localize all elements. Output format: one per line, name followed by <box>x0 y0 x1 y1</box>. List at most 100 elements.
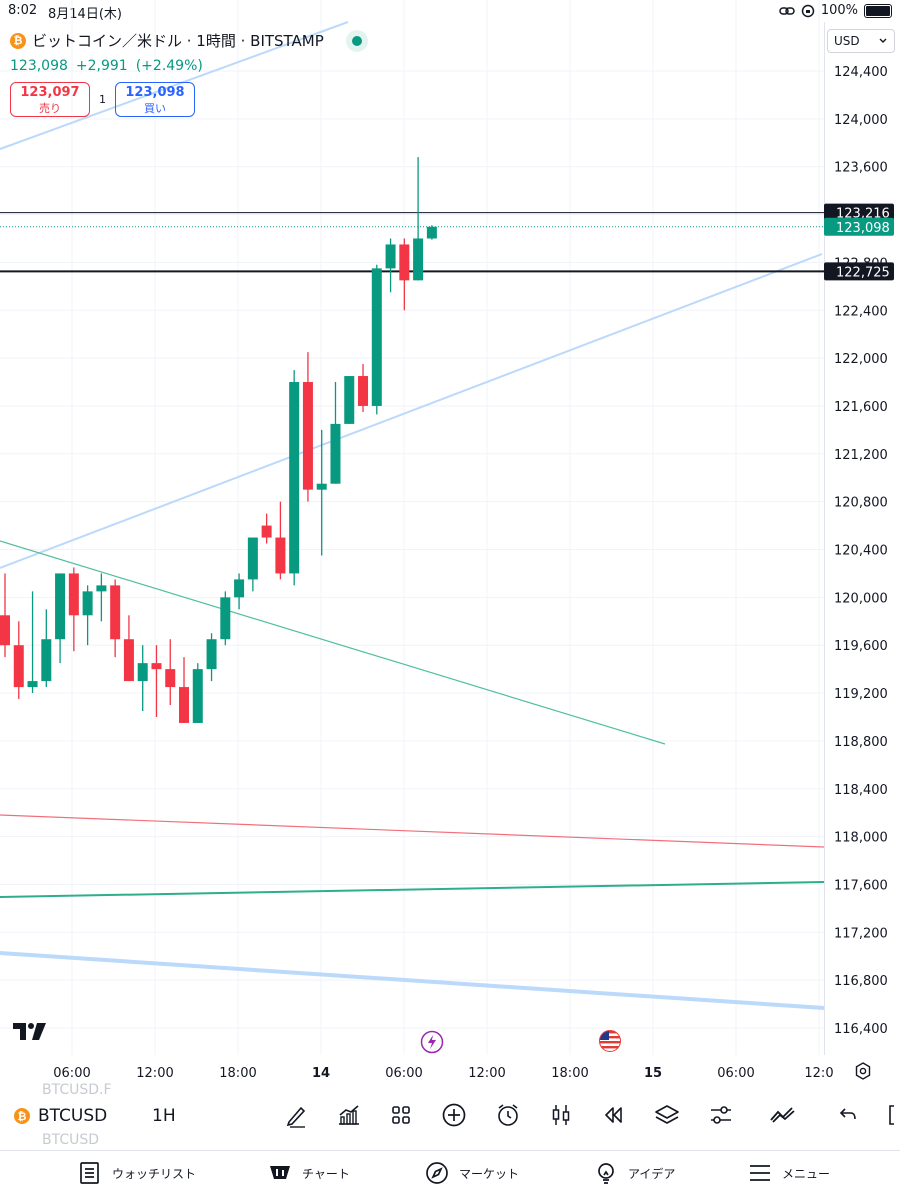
price-axis-tag-label: 123,098 <box>836 221 890 236</box>
trendline <box>0 21 349 150</box>
price-axis-tag <box>824 262 894 281</box>
nav-market[interactable]: マーケット <box>425 1161 519 1185</box>
y-tick-label: 121,600 <box>834 400 888 415</box>
buy-price: 123,098 <box>125 85 185 100</box>
candle-body <box>220 597 231 640</box>
candle-body <box>385 244 396 269</box>
candle-body <box>68 573 79 616</box>
candle-body <box>234 579 245 598</box>
compare-lines-icon[interactable] <box>768 1100 798 1130</box>
lightbulb-icon <box>598 1163 614 1184</box>
price-chart[interactable]: 124,400124,000123,600123,200122,800122,4… <box>0 0 900 1095</box>
alarm-clock-icon[interactable] <box>493 1100 523 1130</box>
price-change: +2,991 <box>75 58 128 74</box>
x-tick-label: 18:00 <box>219 1066 256 1081</box>
candle-body <box>27 681 38 688</box>
battery-percent: 100% <box>820 3 858 18</box>
candle-body <box>55 573 66 640</box>
indicators-icon[interactable] <box>334 1100 364 1130</box>
chart-header: ₿ ビットコイン／米ドル · 1時間 · BITSTAMP 123,098 +2… <box>10 30 362 74</box>
y-tick-label: 121,200 <box>834 448 888 463</box>
battery-icon <box>864 3 892 18</box>
sell-price: 123,097 <box>20 85 80 100</box>
nav-chart-label: チャート <box>302 1166 350 1181</box>
price-axis-tag-label: 122,725 <box>836 265 890 280</box>
bitcoin-icon: ₿ <box>14 1108 30 1124</box>
y-tick-label: 116,400 <box>834 1022 888 1037</box>
trade-panel: 123,097 売り 1 123,098 買い <box>10 82 195 117</box>
currency-value: USD <box>834 34 860 48</box>
nav-chart[interactable]: チャート <box>268 1161 350 1185</box>
interval-selector[interactable]: 1H <box>152 1106 176 1126</box>
nav-ideas[interactable]: アイデア <box>594 1161 675 1185</box>
candle-body <box>330 423 341 484</box>
buy-label: 買い <box>144 102 166 115</box>
candle-body <box>413 238 424 281</box>
candle-body <box>275 537 286 574</box>
candle-body <box>302 382 313 490</box>
undo-icon[interactable] <box>832 1100 862 1130</box>
x-tick-label: 12:00 <box>468 1066 505 1081</box>
nav-market-label: マーケット <box>459 1166 520 1181</box>
y-tick-label: 123,600 <box>834 161 888 176</box>
candle-body <box>399 244 410 281</box>
last-price: 123,098 <box>10 58 68 74</box>
y-tick-label: 124,000 <box>834 113 888 128</box>
chart-settings-icon[interactable] <box>854 1062 872 1080</box>
us-flag-event-icon[interactable] <box>598 1029 622 1053</box>
price-change-percent: (+2.49%) <box>135 58 203 74</box>
y-tick-label: 122,000 <box>834 352 888 367</box>
layout-grid-icon[interactable] <box>386 1100 416 1130</box>
candle-body <box>206 639 217 670</box>
y-tick-label: 118,400 <box>834 783 888 798</box>
candle-body <box>151 663 162 670</box>
y-tick-label: 117,200 <box>834 926 888 941</box>
x-tick-label: 06:00 <box>385 1066 422 1081</box>
bottom-navigation: ウォッチリスト チャート マーケット アイデア メニュー <box>0 1150 900 1201</box>
y-tick-label: 118,800 <box>834 735 888 750</box>
settings-sliders-icon[interactable] <box>706 1100 736 1130</box>
y-tick-label: 120,800 <box>834 496 888 511</box>
layers-icon[interactable] <box>652 1100 682 1130</box>
sell-button[interactable]: 123,097 売り <box>10 82 90 117</box>
buy-button[interactable]: 123,098 買い <box>115 82 195 117</box>
y-tick-label: 117,600 <box>834 878 888 893</box>
symbol-title[interactable]: ビットコイン／米ドル · 1時間 · BITSTAMP <box>32 32 324 50</box>
fullscreen-icon[interactable] <box>880 1100 900 1130</box>
symbol-selector[interactable]: ₿ BTCUSD <box>14 1106 107 1126</box>
candle-body <box>192 669 203 723</box>
trendline <box>0 540 666 745</box>
candle-body <box>41 639 52 682</box>
nav-ideas-label: アイデア <box>628 1166 676 1181</box>
nav-menu[interactable]: メニュー <box>748 1161 830 1185</box>
y-tick-label: 122,400 <box>834 304 888 319</box>
x-tick-label: 06:00 <box>53 1066 90 1081</box>
trendline <box>0 951 825 1010</box>
bitcoin-icon: ₿ <box>10 32 26 49</box>
y-tick-label: 120,400 <box>834 544 888 559</box>
candle-body <box>289 382 300 574</box>
nav-watchlist-label: ウォッチリスト <box>112 1166 197 1181</box>
x-tick-label: 12:0 <box>804 1066 833 1081</box>
candle-body <box>344 376 355 424</box>
replay-rewind-icon[interactable] <box>599 1100 629 1130</box>
nav-watchlist[interactable]: ウォッチリスト <box>78 1161 196 1185</box>
drawing-pen-icon[interactable] <box>281 1100 311 1130</box>
rotation-lock-icon <box>801 4 815 17</box>
add-circle-icon[interactable] <box>439 1100 469 1130</box>
flash-event-icon[interactable] <box>420 1030 444 1054</box>
status-icons: 100% <box>779 3 892 18</box>
candle-body <box>165 669 176 688</box>
trendline <box>0 881 825 898</box>
candle-body <box>110 585 121 640</box>
symbol-ghost-bottom: BTCUSD <box>42 1132 100 1148</box>
y-tick-label: 116,800 <box>834 974 888 989</box>
candle-body <box>358 376 369 406</box>
candle-body <box>96 585 107 592</box>
candle-body <box>426 226 437 239</box>
candlestick-icon[interactable] <box>546 1100 576 1130</box>
currency-select[interactable]: USD <box>827 29 895 53</box>
y-tick-label: 119,200 <box>834 687 888 702</box>
candle-body <box>247 537 258 580</box>
chart-nav-icon <box>270 1166 290 1179</box>
